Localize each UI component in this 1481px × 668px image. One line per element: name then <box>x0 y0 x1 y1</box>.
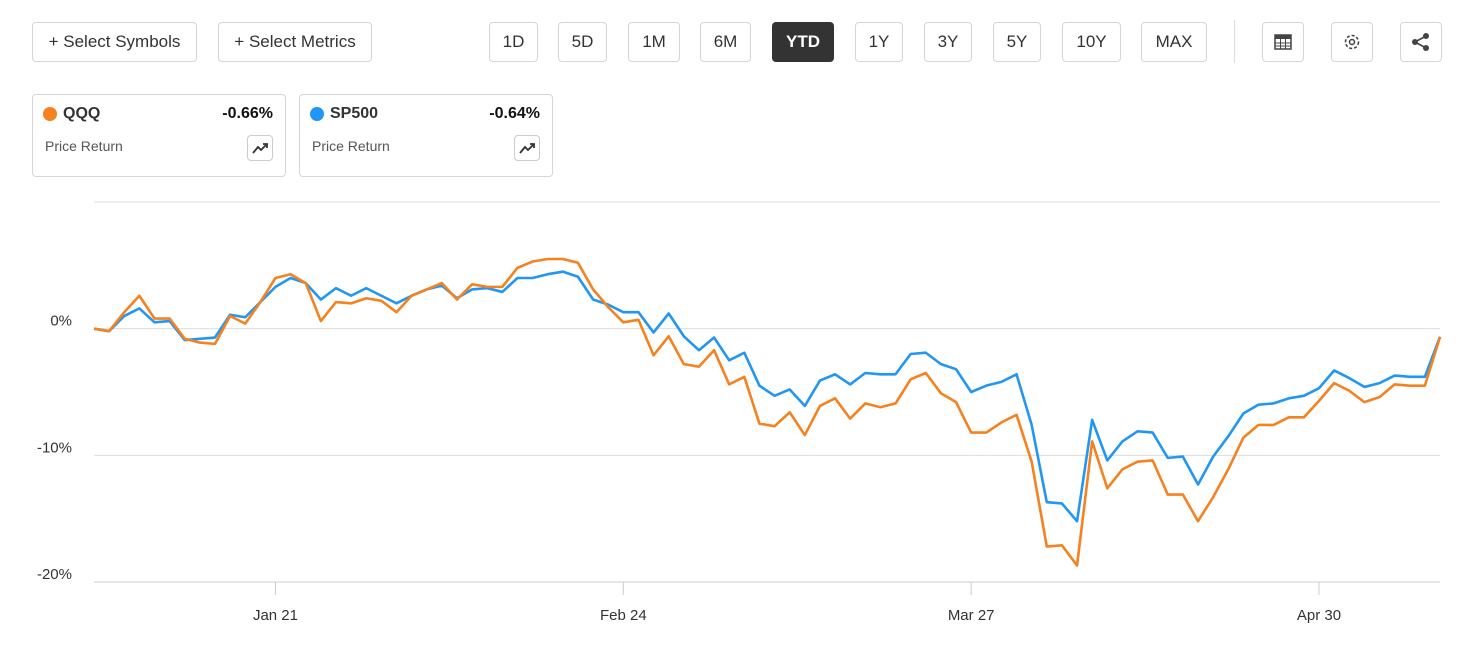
x-tick-label: Mar 27 <box>948 607 995 624</box>
legend-symbol: QQQ <box>63 105 101 122</box>
y-tick-label: -20% <box>37 566 72 583</box>
y-tick-label: 0% <box>50 313 72 330</box>
chart-type-button[interactable] <box>514 135 540 161</box>
range-button[interactable]: 3Y <box>924 22 972 62</box>
range-button[interactable]: 1D <box>489 22 538 62</box>
settings-icon <box>1344 34 1360 50</box>
select-metrics-button[interactable]: + Select Metrics <box>218 22 372 62</box>
legend-swatch <box>43 107 57 121</box>
separator <box>1234 20 1235 63</box>
x-tick-label: Jan 21 <box>253 607 298 624</box>
select-symbols-button[interactable]: + Select Symbols <box>32 22 197 62</box>
table-icon <box>1274 34 1292 50</box>
change-value: -0.64% <box>489 105 540 122</box>
legend-card: QQQ -0.66% Price Return <box>32 94 286 177</box>
trend-icon <box>519 143 535 154</box>
y-tick-label: -10% <box>37 439 72 456</box>
x-tick-label: Apr 30 <box>1297 607 1341 624</box>
range-button[interactable]: MAX <box>1141 22 1207 62</box>
metric-label: Price Return <box>45 138 123 154</box>
range-button[interactable]: 1Y <box>855 22 903 62</box>
legend-card: SP500 -0.64% Price Return <box>299 94 553 177</box>
share-button[interactable] <box>1400 22 1442 62</box>
series-line <box>93 270 1442 523</box>
series-line <box>93 257 1442 567</box>
legend-swatch <box>310 107 324 121</box>
legend-symbol: SP500 <box>330 105 379 122</box>
range-button[interactable]: 6M <box>700 22 751 62</box>
metric-label: Price Return <box>312 138 390 154</box>
range-button[interactable]: 10Y <box>1062 22 1121 62</box>
x-tick-label: Feb 24 <box>600 607 647 624</box>
table-button[interactable] <box>1262 22 1304 62</box>
range-button[interactable]: 5D <box>558 22 607 62</box>
change-value: -0.66% <box>222 105 273 122</box>
trend-icon <box>252 143 268 154</box>
range-button[interactable]: 5Y <box>993 22 1041 62</box>
range-button[interactable]: 1M <box>628 22 680 62</box>
share-icon <box>1412 33 1429 51</box>
range-button[interactable]: YTD <box>772 22 834 62</box>
chart-type-button[interactable] <box>247 135 273 161</box>
settings-button[interactable] <box>1331 22 1373 62</box>
